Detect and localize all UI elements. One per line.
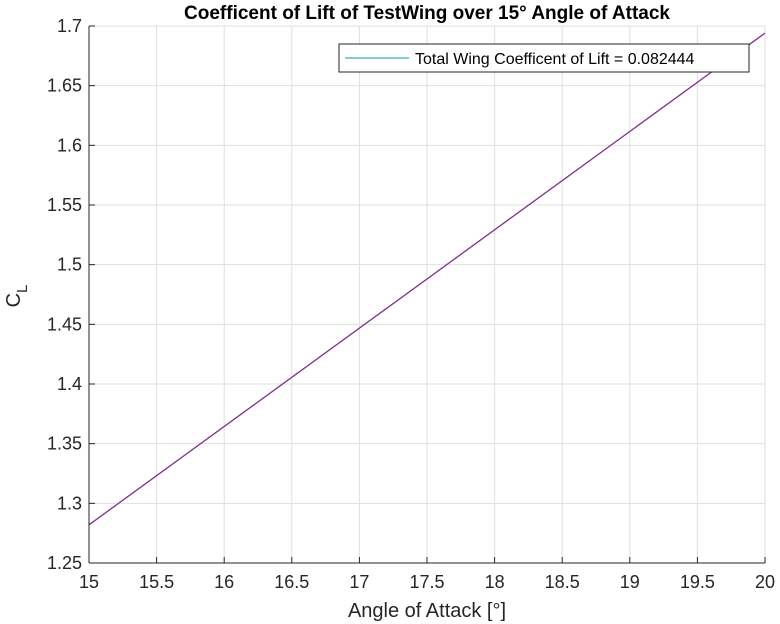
x-tick-labels: 15 15.5 16 16.5 17 17.5 18 18.5 19 19.5 20 <box>79 572 775 592</box>
x-tick-label: 18 <box>485 572 505 592</box>
y-tick-label: 1.55 <box>47 195 82 215</box>
x-tick-label: 19.5 <box>680 572 715 592</box>
chart-title: Coefficent of Lift of TestWing over 15° … <box>184 3 670 24</box>
y-axis-label-main: C <box>3 293 25 307</box>
legend-box <box>338 43 750 73</box>
y-tick-label: 1.25 <box>47 553 82 573</box>
y-tick-label: 1.7 <box>57 16 82 36</box>
y-tick-label: 1.3 <box>57 493 82 513</box>
x-tick-label: 19 <box>620 572 640 592</box>
y-axis-label: CL <box>3 285 31 308</box>
y-tick-label: 1.5 <box>57 255 82 275</box>
x-tick-label: 20 <box>755 572 775 592</box>
axes <box>88 25 766 564</box>
x-axis-label: Angle of Attack [°] <box>348 600 506 622</box>
y-tick-label: 1.4 <box>57 374 82 394</box>
x-tick-label: 15 <box>79 572 99 592</box>
x-tick-label: 18.5 <box>545 572 580 592</box>
x-tick-label: 16 <box>214 572 234 592</box>
y-tick-labels: 1.25 1.3 1.35 1.4 1.45 1.5 1.55 1.6 1.65 1.7 <box>47 16 82 573</box>
x-tick-label: 16.5 <box>274 572 309 592</box>
y-tick-label: 1.65 <box>47 76 82 96</box>
series-line <box>88 32 766 526</box>
x-tick-label: 17.5 <box>409 572 444 592</box>
series-lines <box>88 32 766 526</box>
y-tick-label: 1.35 <box>47 434 82 454</box>
y-tick-label: 1.45 <box>47 314 82 334</box>
legend: Total Wing Coefficent of Lift = 0.082444 <box>338 43 750 73</box>
x-tick-label: 17 <box>349 572 369 592</box>
y-tick-label: 1.6 <box>57 135 82 155</box>
y-axis-label-subscript: L <box>14 285 31 293</box>
x-tick-label: 15.5 <box>139 572 174 592</box>
legend-entry-label: Total Wing Coefficent of Lift = 0.082444 <box>415 51 695 68</box>
